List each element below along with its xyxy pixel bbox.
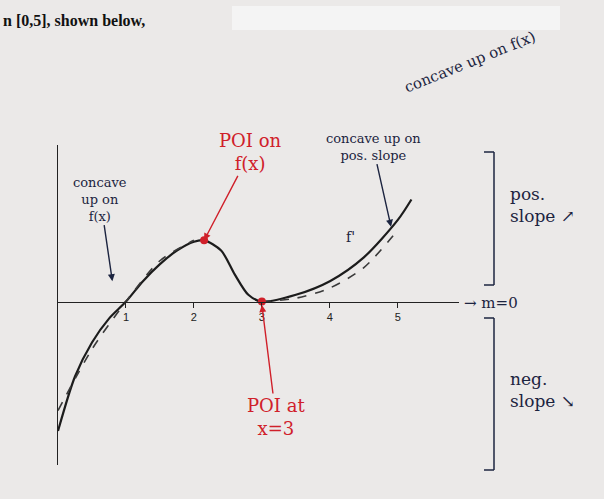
svg-text:2: 2: [191, 311, 197, 323]
svg-text:concaveup onf(x): concaveup onf(x): [73, 175, 127, 224]
svg-text:4: 4: [327, 311, 333, 323]
svg-text:3: 3: [259, 311, 265, 323]
svg-text:neg.slope ↘: neg.slope ↘: [510, 369, 575, 411]
svg-text:1: 1: [123, 311, 129, 323]
svg-text:→ m=0: → m=0: [464, 294, 518, 312]
svg-text:concave up onpos. slope: concave up onpos. slope: [326, 131, 421, 163]
svg-text:f': f': [346, 229, 355, 245]
svg-text:n [0,5], shown below,: n [0,5], shown below,: [3, 12, 145, 29]
svg-text:concave up on f(x): concave up on f(x): [402, 28, 538, 97]
svg-text:5: 5: [395, 311, 401, 323]
svg-text:POI atx=3: POI atx=3: [247, 395, 305, 439]
svg-text:pos.slope ↗: pos.slope ↗: [510, 184, 575, 226]
svg-text:POI onf(x): POI onf(x): [219, 130, 282, 174]
